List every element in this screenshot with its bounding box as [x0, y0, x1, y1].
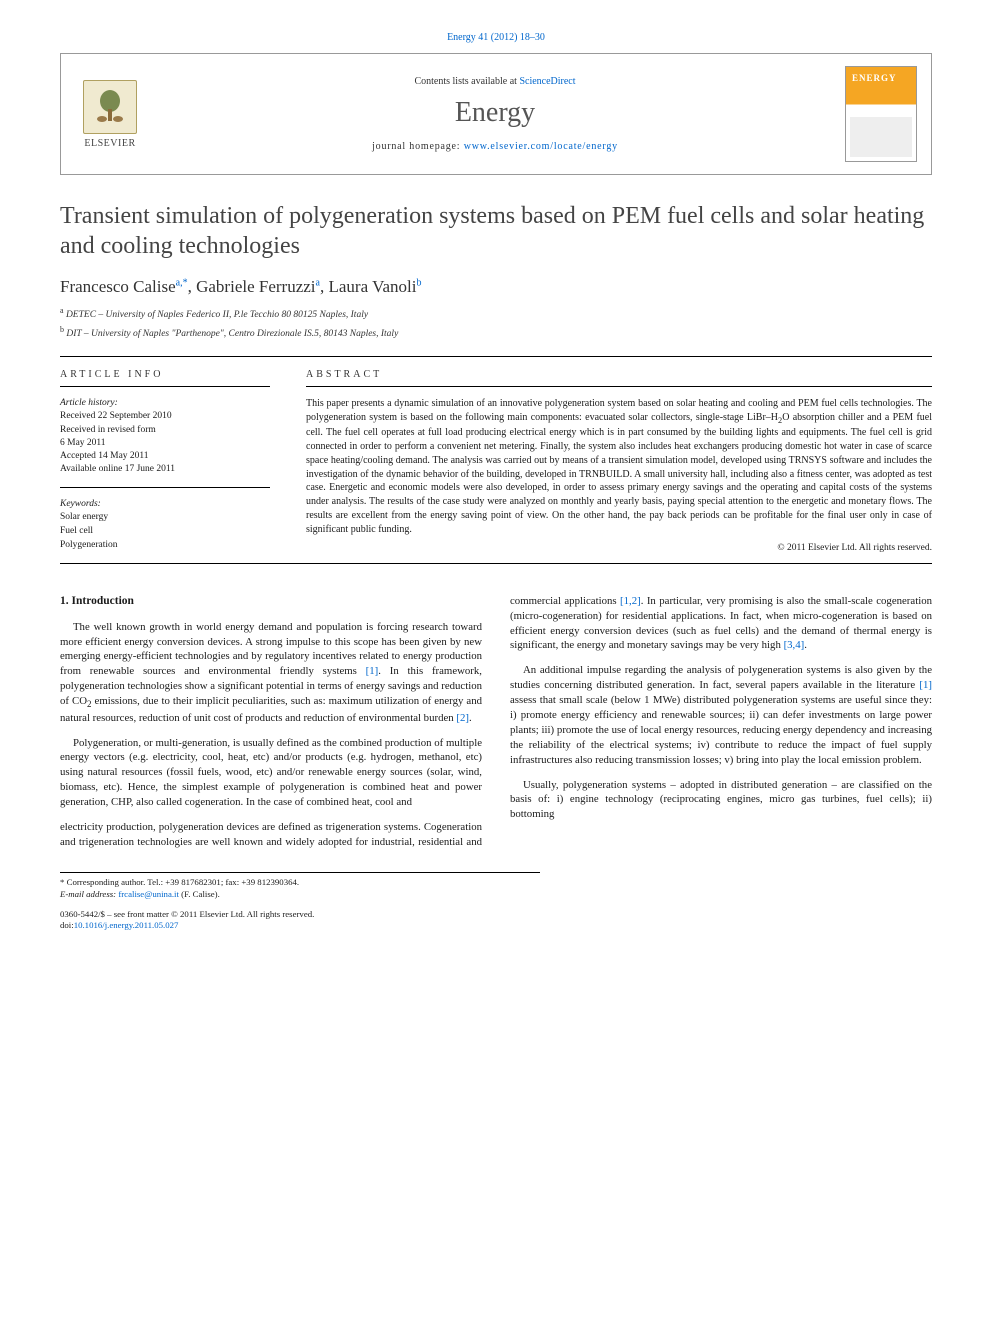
elsevier-tree-icon	[83, 80, 137, 134]
article-info-heading: ARTICLE INFO	[60, 369, 270, 387]
keywords-block: Keywords: Solar energy Fuel cell Polygen…	[60, 498, 270, 553]
issn-doi-block: 0360-5442/$ – see front matter © 2011 El…	[60, 909, 540, 933]
citation-link[interactable]: [1]	[366, 665, 379, 677]
article-history-block: Article history: Received 22 September 2…	[60, 397, 270, 488]
history-line: Available online 17 June 2011	[60, 463, 270, 476]
body-paragraph: Polygeneration, or multi-generation, is …	[60, 736, 482, 810]
contents-prefix: Contents lists available at	[414, 76, 519, 87]
authors-line: Francesco Calisea,*, Gabriele Ferruzzia,…	[60, 277, 932, 297]
header-center: Contents lists available at ScienceDirec…	[159, 76, 831, 152]
section-divider	[60, 563, 932, 564]
keyword: Solar energy	[60, 511, 270, 525]
journal-reference: Energy 41 (2012) 18–30	[60, 32, 932, 43]
history-line: 6 May 2011	[60, 437, 270, 450]
issn-line: 0360-5442/$ – see front matter © 2011 El…	[60, 909, 540, 921]
journal-reference-link[interactable]: Energy 41 (2012) 18–30	[447, 32, 545, 43]
author-affil-sup: a	[316, 277, 320, 288]
citation-link[interactable]: [1,2]	[620, 595, 641, 607]
page-footer: * Corresponding author. Tel.: +39 817682…	[60, 872, 932, 933]
author-2[interactable]: Gabriele Ferruzzia	[196, 277, 320, 296]
article-body-columns: 1. Introduction The well known growth in…	[60, 594, 932, 850]
info-abstract-row: ARTICLE INFO Article history: Received 2…	[60, 369, 932, 553]
affil-sup: b	[60, 325, 64, 334]
author-1[interactable]: Francesco Calisea,*	[60, 277, 188, 296]
article-info-column: ARTICLE INFO Article history: Received 2…	[60, 369, 270, 553]
abstract-column: ABSTRACT This paper presents a dynamic s…	[306, 369, 932, 553]
corresponding-author-block: * Corresponding author. Tel.: +39 817682…	[60, 872, 540, 901]
history-line: Received in revised form	[60, 424, 270, 437]
author-name: Gabriele Ferruzzi	[196, 277, 315, 296]
history-line: Received 22 September 2010	[60, 410, 270, 423]
journal-name: Energy	[159, 97, 831, 129]
section-heading-introduction: 1. Introduction	[60, 594, 482, 610]
keyword: Polygeneration	[60, 539, 270, 553]
journal-cover-thumbnail[interactable]: ENERGY	[845, 66, 917, 162]
abstract-heading: ABSTRACT	[306, 369, 932, 387]
keywords-label: Keywords:	[60, 498, 270, 512]
cover-graphic	[850, 117, 912, 157]
email-person: (F. Calise).	[179, 889, 220, 899]
fax-label: ; fax:	[221, 877, 242, 887]
abstract-copyright: © 2011 Elsevier Ltd. All rights reserved…	[306, 543, 932, 553]
affil-text: DIT – University of Naples "Parthenope",…	[66, 330, 398, 340]
abstract-text: This paper presents a dynamic simulation…	[306, 397, 932, 537]
author-name: Francesco Calise	[60, 277, 176, 296]
contents-available-line: Contents lists available at ScienceDirec…	[159, 76, 831, 87]
article-title: Transient simulation of polygeneration s…	[60, 201, 932, 261]
citation-link[interactable]: [2]	[456, 712, 469, 724]
body-paragraph: An additional impulse regarding the anal…	[510, 663, 932, 767]
history-line: Accepted 14 May 2011	[60, 450, 270, 463]
publisher-label: ELSEVIER	[84, 138, 135, 149]
affil-sup: a	[60, 306, 64, 315]
author-affil-sup: b	[416, 277, 421, 288]
author-affil-sup: a,*	[176, 277, 188, 288]
journal-header-box: ELSEVIER Contents lists available at Sci…	[60, 53, 932, 175]
author-name: Laura Vanoli	[328, 277, 416, 296]
affil-text: DETEC – University of Naples Federico II…	[66, 310, 368, 320]
citation-link[interactable]: [1]	[919, 679, 932, 691]
corresponding-email-link[interactable]: frcalise@unina.it	[118, 889, 179, 899]
keyword: Fuel cell	[60, 525, 270, 539]
journal-homepage-link[interactable]: www.elsevier.com/locate/energy	[464, 141, 618, 152]
affiliation-b: b DIT – University of Naples "Parthenope…	[60, 324, 932, 341]
doi-link[interactable]: 10.1016/j.energy.2011.05.027	[74, 920, 179, 930]
email-label: E-mail address:	[60, 889, 118, 899]
corresponding-tel: +39 817682301	[165, 877, 221, 887]
history-label: Article history:	[60, 397, 270, 410]
section-divider	[60, 356, 932, 357]
footer-left: * Corresponding author. Tel.: +39 817682…	[60, 872, 540, 933]
journal-homepage-line: journal homepage: www.elsevier.com/locat…	[159, 141, 831, 152]
citation-link[interactable]: [3,4]	[784, 639, 805, 651]
homepage-prefix: journal homepage:	[372, 141, 464, 152]
body-paragraph: The well known growth in world energy de…	[60, 620, 482, 726]
affiliation-a: a DETEC – University of Naples Federico …	[60, 305, 932, 322]
sciencedirect-link[interactable]: ScienceDirect	[519, 76, 575, 87]
body-paragraph: Usually, polygeneration systems – adopte…	[510, 778, 932, 823]
corresponding-fax: +39 812390364.	[241, 877, 299, 887]
cover-title: ENERGY	[852, 73, 897, 83]
corresponding-label: * Corresponding author. Tel.:	[60, 877, 165, 887]
publisher-logo[interactable]: ELSEVIER	[75, 72, 145, 156]
author-3[interactable]: Laura Vanolib	[328, 277, 421, 296]
doi-label: doi:	[60, 920, 74, 930]
